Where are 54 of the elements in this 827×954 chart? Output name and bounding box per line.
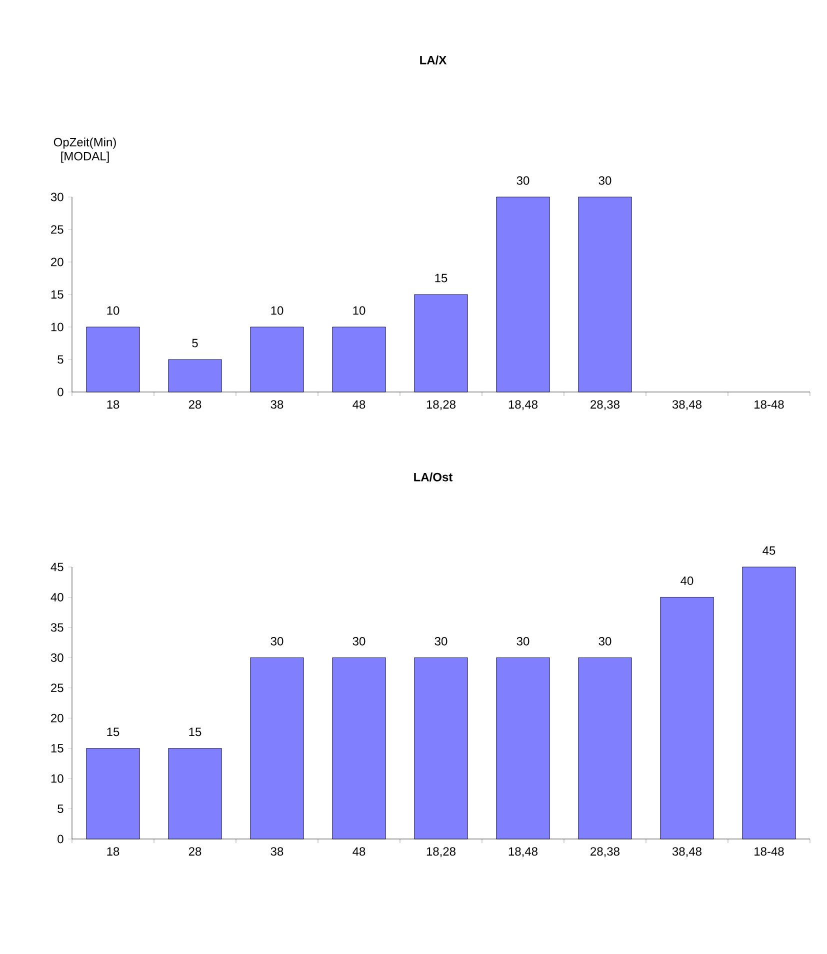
y-tick-label: 10 — [51, 322, 64, 332]
data-label: 30 — [516, 176, 530, 185]
y-tick-label: 45 — [50, 562, 64, 572]
x-tick-label: 28,38 — [590, 400, 620, 410]
x-tick-label: 38 — [270, 400, 284, 409]
x-tick-label: 38,48 — [672, 400, 702, 410]
y-tick-label: 0 — [58, 834, 64, 844]
x-tick-label: 48 — [352, 847, 366, 856]
y-tick-label: 5 — [58, 355, 64, 364]
data-label: 10 — [107, 306, 120, 315]
y-tick-label: 35 — [50, 623, 64, 632]
x-tick-label: 28 — [188, 400, 202, 409]
data-label: 5 — [192, 338, 198, 348]
y-tick-label: 20 — [51, 714, 64, 722]
y-tick-label: 25 — [51, 225, 64, 234]
y-tick-label: 5 — [58, 804, 64, 813]
y-tick-label: 10 — [51, 774, 64, 783]
y-tick-label: 30 — [50, 653, 64, 662]
chart-title: LA/Ost — [414, 472, 453, 482]
y-tick-label: 40 — [50, 592, 64, 602]
x-tick-label: 38,48 — [672, 847, 702, 858]
y-tick-label: 15 — [51, 744, 64, 753]
x-tick-label: 18,48 — [508, 847, 538, 858]
x-tick-label: 18 — [107, 847, 120, 856]
data-label: 30 — [270, 636, 284, 646]
data-label: 45 — [762, 546, 776, 555]
data-label: 30 — [434, 636, 448, 646]
data-label: 15 — [189, 728, 202, 736]
x-tick-label: 18 — [107, 400, 120, 409]
x-tick-label: 18-48 — [754, 400, 784, 409]
data-label: 30 — [598, 636, 612, 646]
y-tick-label: 20 — [51, 258, 64, 266]
chart-title: LA/X — [420, 56, 447, 64]
data-label: 40 — [680, 576, 694, 586]
x-tick-label: 38 — [270, 847, 284, 856]
y-tick-label: 30 — [50, 192, 64, 202]
data-label: 30 — [598, 176, 612, 185]
x-tick-label: 48 — [352, 400, 366, 409]
x-tick-label: 18,28 — [426, 400, 456, 410]
data-label: 15 — [435, 274, 448, 282]
data-label: 15 — [107, 728, 120, 736]
data-label: 10 — [353, 306, 366, 315]
y-axis-title: OpZeit(Min) [MODAL] — [54, 138, 116, 163]
x-tick-label: 18,28 — [426, 847, 456, 858]
x-tick-label: 18-48 — [754, 847, 784, 856]
data-label: 30 — [516, 636, 530, 646]
x-tick-label: 18,48 — [508, 400, 538, 410]
data-label: 10 — [271, 306, 284, 315]
data-label: 30 — [352, 636, 366, 646]
y-tick-label: 25 — [51, 684, 64, 692]
y-tick-label: 0 — [58, 388, 64, 396]
x-tick-label: 28 — [188, 847, 202, 856]
x-tick-label: 28,38 — [590, 847, 620, 858]
y-tick-label: 15 — [51, 290, 64, 299]
